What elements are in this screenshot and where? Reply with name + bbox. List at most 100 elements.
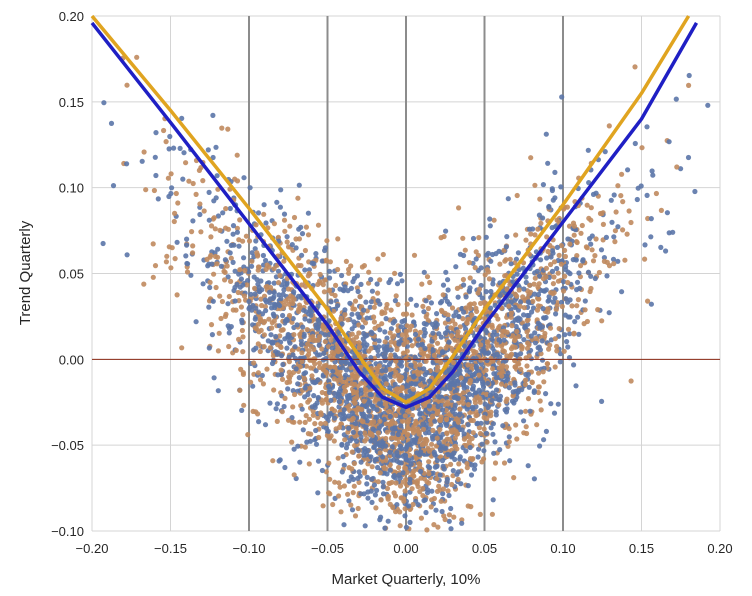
scatter-point bbox=[400, 470, 406, 476]
scatter-point bbox=[426, 403, 432, 409]
scatter-point bbox=[378, 514, 384, 520]
scatter-point bbox=[358, 387, 364, 393]
scatter-point bbox=[339, 321, 345, 327]
scatter-point bbox=[316, 342, 322, 348]
scatter-point bbox=[535, 389, 542, 396]
scatter-point bbox=[358, 380, 364, 386]
scatter-point bbox=[523, 408, 529, 414]
scatter-point bbox=[267, 400, 273, 406]
scatter-point bbox=[234, 225, 240, 231]
scatter-point bbox=[219, 298, 225, 305]
scatter-point bbox=[488, 305, 494, 311]
scatter-point bbox=[190, 250, 196, 256]
scatter-point bbox=[525, 299, 531, 305]
scatter-point bbox=[215, 246, 221, 252]
scatter-point bbox=[508, 346, 515, 352]
scatter-point bbox=[383, 435, 389, 442]
scatter-point bbox=[267, 289, 273, 295]
scatter-point bbox=[297, 305, 303, 311]
scatter-point bbox=[460, 235, 466, 241]
scatter-point bbox=[319, 467, 325, 474]
scatter-point bbox=[511, 475, 517, 481]
scatter-point bbox=[211, 375, 217, 381]
scatter-point bbox=[225, 274, 231, 280]
scatter-point bbox=[346, 413, 352, 419]
scatter-point bbox=[332, 292, 338, 299]
scatter-point bbox=[286, 369, 292, 375]
scatter-point bbox=[544, 255, 550, 261]
scatter-point bbox=[263, 220, 269, 226]
scatter-point bbox=[360, 411, 366, 417]
scatter-point bbox=[197, 211, 203, 218]
scatter-point bbox=[628, 378, 634, 384]
scatter-point bbox=[435, 393, 441, 400]
scatter-point bbox=[489, 251, 496, 258]
scatter-point bbox=[551, 259, 558, 265]
scatter-point bbox=[523, 237, 529, 243]
scatter-point bbox=[459, 520, 465, 526]
scatter-point bbox=[445, 316, 451, 322]
scatter-point bbox=[271, 313, 277, 319]
scatter-point bbox=[361, 398, 367, 404]
scatter-point bbox=[478, 342, 484, 348]
scatter-point bbox=[685, 154, 692, 161]
scatter-point bbox=[414, 481, 420, 487]
scatter-point bbox=[467, 369, 473, 375]
scatter-point bbox=[371, 319, 377, 325]
scatter-point bbox=[481, 448, 487, 454]
scatter-point bbox=[368, 345, 374, 351]
scatter-point bbox=[295, 195, 301, 201]
scatter-point bbox=[193, 191, 199, 197]
scatter-point bbox=[236, 243, 242, 249]
scatter-point bbox=[521, 337, 527, 343]
scatter-point bbox=[407, 480, 413, 486]
scatter-point bbox=[529, 379, 535, 386]
scatter-point bbox=[422, 330, 428, 336]
scatter-point bbox=[434, 367, 440, 373]
scatter-point bbox=[248, 291, 254, 297]
scatter-point bbox=[225, 126, 231, 132]
scatter-point bbox=[445, 451, 451, 458]
scatter-point bbox=[506, 426, 512, 432]
scatter-point bbox=[446, 436, 452, 442]
scatter-point bbox=[306, 461, 312, 467]
scatter-point bbox=[377, 450, 383, 456]
scatter-point bbox=[153, 172, 159, 179]
scatter-point bbox=[558, 261, 565, 267]
scatter-point bbox=[535, 345, 541, 351]
scatter-point bbox=[402, 506, 408, 512]
scatter-point bbox=[553, 306, 559, 313]
scatter-point bbox=[236, 237, 242, 243]
scatter-point bbox=[409, 405, 416, 411]
scatter-point bbox=[232, 268, 238, 274]
scatter-point bbox=[379, 310, 385, 317]
scatter-point bbox=[545, 160, 551, 166]
scatter-point bbox=[508, 314, 514, 320]
scatter-point bbox=[468, 472, 475, 478]
scatter-point bbox=[417, 411, 423, 417]
scatter-point bbox=[359, 264, 365, 270]
scatter-point bbox=[467, 380, 473, 386]
scatter-point bbox=[258, 278, 264, 284]
scatter-point bbox=[263, 257, 269, 264]
scatter-point bbox=[574, 253, 580, 259]
scatter-point bbox=[381, 465, 387, 471]
scatter-point bbox=[277, 457, 283, 463]
scatter-point bbox=[188, 272, 194, 278]
scatter-point bbox=[395, 301, 401, 308]
scatter-point bbox=[305, 341, 311, 347]
scatter-point bbox=[434, 488, 441, 494]
scatter-point bbox=[455, 395, 461, 401]
scatter-point bbox=[272, 302, 278, 308]
scatter-point bbox=[449, 305, 456, 311]
scatter-point bbox=[196, 167, 202, 173]
scatter-point bbox=[526, 384, 532, 390]
scatter-point bbox=[252, 291, 258, 297]
scatter-point bbox=[150, 241, 156, 247]
scatter-point bbox=[491, 217, 497, 223]
scatter-point bbox=[245, 432, 251, 438]
scatter-point bbox=[521, 286, 527, 292]
scatter-point bbox=[165, 175, 171, 181]
scatter-point bbox=[552, 336, 558, 342]
scatter-point bbox=[295, 262, 301, 269]
